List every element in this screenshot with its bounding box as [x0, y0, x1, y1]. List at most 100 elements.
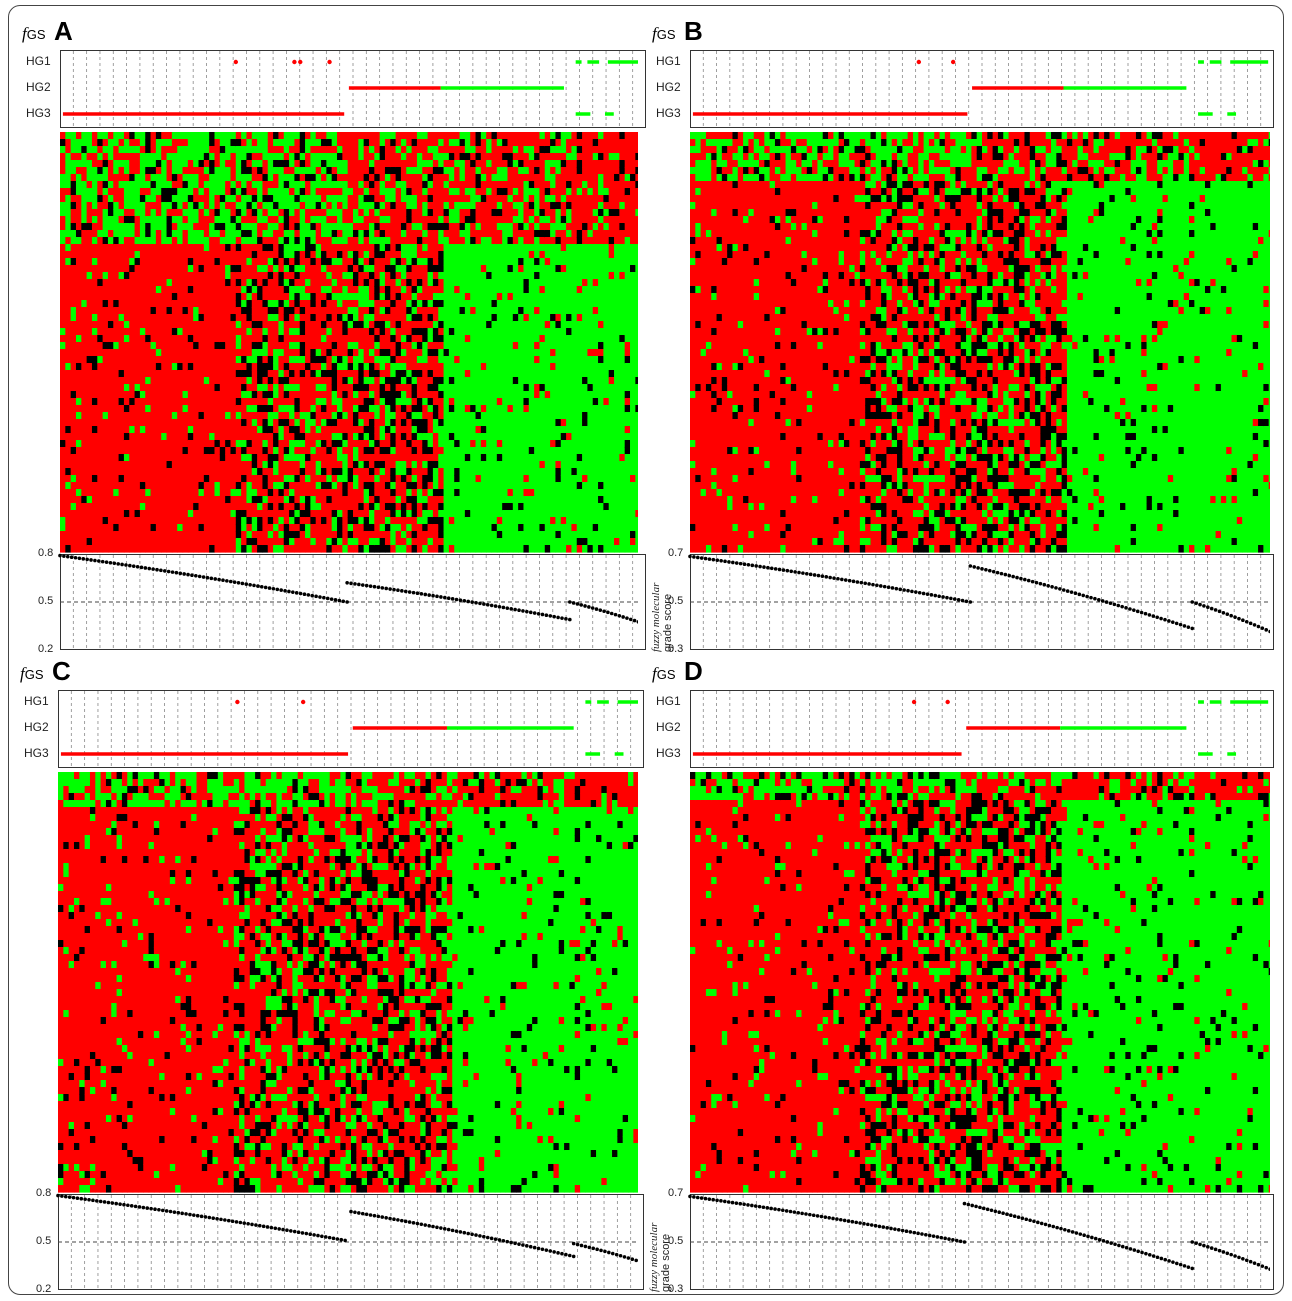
heatmap-cell [432, 132, 439, 140]
heatmap-cell [139, 461, 146, 469]
heatmap-cell [161, 181, 168, 189]
heatmap-cell [75, 496, 82, 504]
heatmap-cell [134, 293, 141, 301]
heatmap-cell [368, 342, 375, 350]
heatmap-cell [86, 237, 93, 245]
heatmap-cell [283, 454, 290, 462]
heatmap-cell [209, 265, 216, 273]
heatmap-cell [150, 349, 157, 357]
heatmap-cell [278, 153, 285, 161]
heatmap-cell [432, 202, 439, 210]
heatmap-cell [422, 307, 429, 315]
heatmap-cell [166, 230, 173, 238]
heatmap-cell [150, 279, 157, 287]
heatmap-cell [486, 307, 493, 315]
heatmap-cell [438, 216, 445, 224]
heatmap-cell [395, 363, 402, 371]
heatmap-cell [81, 300, 88, 308]
heatmap-cell [241, 286, 248, 294]
heatmap-cell [358, 307, 365, 315]
heatmap-cell [278, 384, 285, 392]
heatmap-cell [358, 328, 365, 336]
heatmap-cell [166, 181, 173, 189]
heatmap-cell [203, 181, 210, 189]
heatmap-cell [294, 370, 301, 378]
heatmap-cell [448, 377, 455, 385]
heatmap-cell [475, 307, 482, 315]
heatmap-cell [155, 293, 162, 301]
heatmap-cell [262, 391, 269, 399]
heatmap-cell [353, 342, 359, 350]
heatmap-cell [400, 517, 407, 525]
heatmap-cell [443, 489, 450, 497]
heatmap-cell [464, 202, 471, 210]
heatmap-cell [97, 370, 104, 378]
heatmap-cell [480, 160, 487, 168]
heatmap-cell [70, 398, 77, 406]
heatmap-cell [310, 489, 317, 497]
heatmap-cell [475, 342, 482, 350]
heatmap-cell [384, 272, 391, 280]
heatmap-cell [448, 440, 455, 448]
heatmap-cell [139, 384, 146, 392]
heatmap-cell [155, 447, 162, 455]
heatmap-cell [60, 139, 66, 147]
heatmap-cell [161, 426, 168, 434]
heatmap-cell [246, 475, 253, 483]
heatmap-cell [342, 279, 349, 287]
heatmap-cell [289, 174, 295, 182]
heatmap-cell [81, 370, 88, 378]
heatmap-cell [230, 335, 237, 343]
heatmap-cell [321, 531, 327, 539]
heatmap-cell [310, 132, 317, 140]
heatmap-cell [337, 489, 343, 497]
heatmap-cell [97, 202, 104, 210]
heatmap-cell [262, 349, 269, 357]
heatmap-cell [289, 139, 295, 147]
heatmap-cell [416, 475, 423, 483]
heatmap-cell [416, 335, 423, 343]
heatmap-cell [262, 139, 269, 147]
heatmap-cell [486, 181, 493, 189]
heatmap-cell [219, 251, 226, 259]
heatmap-cell [118, 188, 125, 196]
heatmap-cell [198, 286, 205, 294]
heatmap-cell [342, 489, 349, 497]
heatmap-cell [139, 517, 146, 525]
heatmap-cell [384, 454, 391, 462]
heatmap-cell [438, 202, 445, 210]
heatmap-cell [97, 454, 104, 462]
heatmap-cell [379, 517, 386, 525]
heatmap-cell [432, 482, 439, 490]
heatmap-cell [139, 447, 146, 455]
heatmap-cell [145, 132, 152, 140]
heatmap-cell [225, 461, 232, 469]
heatmap-cell [283, 335, 290, 343]
heatmap-cell [432, 174, 439, 182]
heatmap-cell [129, 384, 136, 392]
heatmap-cell [438, 468, 445, 476]
heatmap-cell [171, 160, 178, 168]
heatmap-cell [65, 475, 72, 483]
heatmap-cell [251, 545, 258, 553]
heatmap-cell [118, 461, 125, 469]
heatmap-cell [155, 195, 162, 203]
heatmap-cell [379, 230, 386, 238]
heatmap-cell [97, 496, 104, 504]
heatmap-cell [470, 342, 477, 350]
heatmap-cell [113, 314, 120, 322]
heatmap-cell [257, 293, 264, 301]
heatmap-cell [374, 146, 381, 154]
heatmap-cell [411, 342, 418, 350]
heatmap-cell [443, 412, 450, 420]
heatmap-cell [107, 181, 114, 189]
heatmap-cell [182, 195, 189, 203]
heatmap-cell [321, 230, 327, 238]
heatmap-cell [422, 209, 429, 217]
heatmap-cell [321, 286, 327, 294]
heatmap-cell [363, 223, 370, 231]
heatmap-cell [177, 321, 184, 329]
heatmap-cell [321, 356, 327, 364]
heatmap-cell [91, 272, 98, 280]
heatmap-cell [454, 503, 461, 511]
